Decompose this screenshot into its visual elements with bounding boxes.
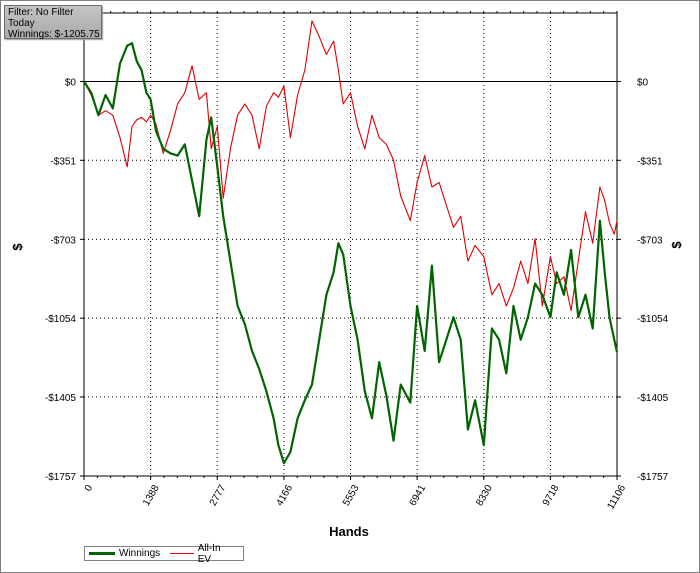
y-tick-label-right: -$1757 [637,472,669,483]
series-lines [83,20,619,465]
y-axis-title-left: $ [10,243,25,251]
y-tick-label-left: -$1757 [45,472,77,483]
y-tick-label-left: -$1054 [45,314,77,325]
legend-swatch-allin-ev [170,553,194,554]
legend-label-allin-ev: All-In EV [197,542,221,565]
y-tick-label-left: -$1405 [45,393,77,404]
x-tick-label: 6941 [408,483,429,508]
date-range-label: Today [8,18,35,29]
x-tick-label: 5553 [341,483,362,508]
legend-swatch-winnings [89,552,115,555]
x-tick-label: 2777 [208,483,229,508]
filter-label: Filter: No Filter [8,7,74,18]
grid [84,13,617,476]
series-line-winnings [83,42,619,465]
y-tick-label-right: $0 [637,77,649,88]
x-tick-label: 9718 [541,483,562,508]
x-tick-label: 1388 [141,483,162,508]
y-tick-label-right: -$1405 [637,393,669,404]
winnings-total-label: Winnings: $-1205.75 [8,29,100,40]
y-tick-label-right: -$351 [637,156,663,167]
y-tick-label-right: -$1054 [637,314,669,325]
x-tick-label: 8330 [474,483,495,508]
x-tick-label: 11106 [605,483,628,512]
x-axis-title: Hands [329,524,369,539]
y-tick-label-left: -$351 [50,156,76,167]
y-tick-label-left: $0 [65,77,77,88]
legend-item-allin-ev: All-In EV [170,543,233,565]
x-tick-label: 0 [83,483,96,494]
y-tick-label-left: -$703 [50,235,76,246]
y-tick-label-right: -$703 [637,235,663,246]
plot-border [83,12,618,477]
x-tick-label: 4166 [274,483,295,508]
legend: Winnings All-In EV [84,543,244,565]
filter-info-box: Filter: No Filter Today Winnings: $-1205… [4,5,102,40]
legend-label-winnings: Winnings [119,548,161,559]
axes [80,11,621,480]
y-axis-title-right: $ [669,241,684,249]
legend-item-winnings: Winnings [89,548,160,559]
